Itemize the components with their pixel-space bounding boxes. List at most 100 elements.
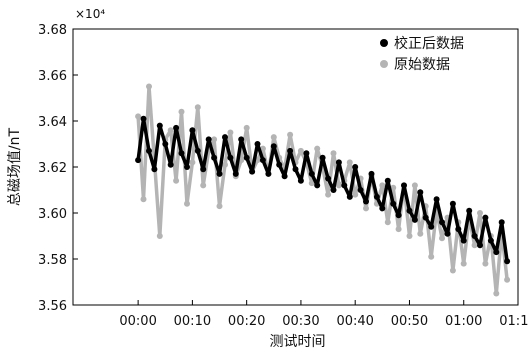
data-point	[460, 260, 467, 267]
x-axis-title: 测试时间	[270, 334, 326, 350]
data-point	[411, 216, 418, 223]
data-point	[287, 131, 294, 138]
data-point	[211, 154, 218, 161]
data-point	[330, 150, 337, 157]
data-point	[281, 173, 288, 180]
y-tick-label: 3.66	[38, 69, 67, 84]
data-point	[270, 134, 277, 141]
x-tick-label: 00:00	[119, 314, 156, 329]
data-point	[216, 203, 223, 210]
data-point	[439, 235, 445, 242]
data-point	[178, 150, 185, 157]
x-tick-label: 00:10	[174, 314, 211, 329]
data-point	[184, 164, 190, 170]
data-point	[406, 207, 413, 214]
data-point	[401, 182, 407, 189]
data-point	[178, 108, 185, 115]
data-point	[238, 136, 245, 143]
data-point	[211, 136, 218, 143]
data-point	[265, 170, 272, 177]
data-point	[194, 147, 201, 154]
data-point	[379, 205, 386, 212]
y-tick-label: 3.58	[38, 253, 67, 268]
data-point	[276, 161, 283, 168]
data-point	[428, 223, 435, 230]
data-point	[482, 260, 489, 267]
data-point	[140, 196, 147, 203]
data-point	[243, 154, 250, 161]
data-point	[493, 249, 500, 256]
data-point	[411, 182, 418, 189]
data-point	[325, 191, 332, 198]
data-point	[487, 237, 494, 244]
data-point	[471, 242, 478, 249]
data-point	[135, 113, 142, 120]
data-point	[162, 141, 169, 147]
data-point	[449, 267, 456, 274]
data-point	[189, 127, 196, 134]
data-point	[477, 210, 483, 216]
data-point	[156, 233, 163, 239]
data-point	[390, 184, 397, 191]
data-point	[314, 145, 321, 152]
data-point	[335, 182, 342, 189]
data-point	[200, 166, 207, 173]
data-point	[227, 154, 234, 161]
data-point	[477, 242, 483, 249]
data-point	[232, 170, 239, 177]
data-point	[325, 175, 332, 182]
data-point	[243, 124, 250, 131]
x-tick-label: 00:40	[336, 314, 373, 329]
data-point	[395, 212, 402, 219]
data-point	[471, 233, 478, 239]
series-trace	[136, 116, 509, 264]
y-tick-label: 3.64	[38, 115, 67, 130]
data-point	[357, 187, 364, 193]
data-point	[259, 157, 266, 164]
data-point	[406, 233, 413, 239]
data-point	[330, 187, 337, 193]
data-point	[493, 290, 500, 297]
data-point	[384, 177, 391, 184]
legend-marker	[380, 60, 388, 68]
data-point	[341, 182, 348, 189]
x-tick-label: 00:20	[228, 314, 265, 329]
data-point	[482, 214, 489, 221]
data-point	[297, 147, 304, 154]
data-point	[379, 182, 386, 189]
data-point	[216, 170, 223, 177]
data-point	[303, 150, 310, 157]
data-point	[373, 193, 380, 200]
data-point	[297, 177, 304, 184]
data-point	[287, 147, 294, 154]
data-point	[167, 127, 174, 134]
x-tick-label: 01:10	[499, 314, 528, 329]
data-point	[308, 170, 315, 177]
data-point	[156, 122, 163, 129]
data-point	[194, 104, 201, 111]
data-point	[449, 200, 456, 207]
data-point	[466, 207, 473, 214]
x-tick-label: 00:50	[391, 314, 428, 329]
y-tick-label: 3.60	[38, 207, 67, 222]
y-tick-label: 3.68	[38, 23, 67, 38]
data-point	[422, 214, 429, 221]
data-point	[417, 189, 424, 196]
data-point	[200, 182, 207, 189]
data-point	[444, 230, 451, 237]
data-point	[205, 136, 212, 143]
data-point	[335, 159, 342, 166]
data-point	[308, 180, 315, 187]
data-point	[167, 161, 174, 168]
y-tick-label: 3.62	[38, 161, 67, 176]
data-point	[270, 143, 277, 150]
y-axis-title: 总磁场值/nT	[7, 127, 23, 206]
data-point	[384, 219, 391, 226]
data-point	[417, 230, 424, 237]
data-point	[259, 145, 266, 152]
data-point	[363, 198, 369, 205]
legend-marker	[380, 39, 388, 47]
data-point	[184, 200, 190, 207]
data-point	[352, 164, 359, 170]
